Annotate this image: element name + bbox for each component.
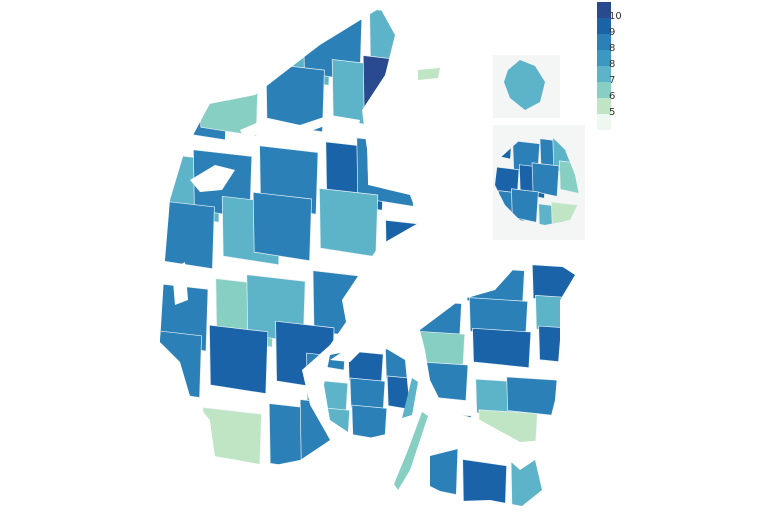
municipality-zealand	[506, 376, 566, 417]
municipality-copenhagen	[551, 201, 579, 225]
legend-label: 8	[609, 59, 616, 70]
municipality-zealand	[538, 325, 575, 366]
legend-swatch	[597, 114, 611, 130]
municipality-copenhagen	[531, 162, 560, 197]
municipality-zealand	[472, 327, 532, 369]
municipality-lolland-falster	[510, 455, 542, 506]
legend-swatch	[597, 66, 611, 82]
municipality-jutland	[319, 187, 379, 258]
legend-swatch	[597, 50, 611, 66]
municipality-jutland	[205, 20, 265, 90]
color-legend: 10 9 8 8 7 6 5	[597, 2, 622, 130]
legend-swatch	[597, 2, 611, 18]
fjords	[172, 115, 360, 362]
municipality-lolland-falster	[462, 458, 508, 506]
municipality-zealand	[420, 360, 469, 402]
municipality-jutland	[160, 8, 199, 58]
municipality-jutland	[385, 219, 420, 290]
legend-swatch	[597, 82, 611, 98]
legend-label: 6	[609, 91, 616, 102]
municipality-funen	[386, 375, 410, 412]
municipality-jutland	[275, 320, 335, 391]
municipality-jutland	[362, 55, 420, 125]
legend-label: 10	[609, 11, 622, 22]
municipality-copenhagen	[510, 188, 539, 223]
municipality-jutland	[202, 407, 262, 466]
municipality-jutland	[265, 63, 325, 133]
municipality-anholt	[418, 68, 440, 80]
municipality-bornholm	[504, 60, 545, 110]
municipality-jutland	[199, 67, 259, 137]
legend-swatch	[597, 98, 611, 114]
municipality-langeland	[394, 412, 428, 490]
legend-label: 9	[609, 27, 616, 38]
legend-label: 7	[609, 75, 616, 86]
legend-swatch	[597, 34, 611, 50]
municipality-aeroe	[402, 378, 418, 418]
legend-label: 8	[609, 43, 616, 54]
legend-swatch	[597, 18, 611, 34]
legend-label: 5	[609, 107, 616, 118]
municipality-zealand	[478, 409, 538, 442]
municipality-jutland	[160, 328, 202, 399]
municipality-funen	[351, 404, 388, 440]
municipality-lolland-falster	[430, 446, 459, 496]
municipality-jutland	[209, 324, 269, 395]
municipality-zealand	[420, 260, 459, 289]
municipality-jutland	[252, 191, 312, 262]
municipality-jutland	[160, 199, 215, 270]
